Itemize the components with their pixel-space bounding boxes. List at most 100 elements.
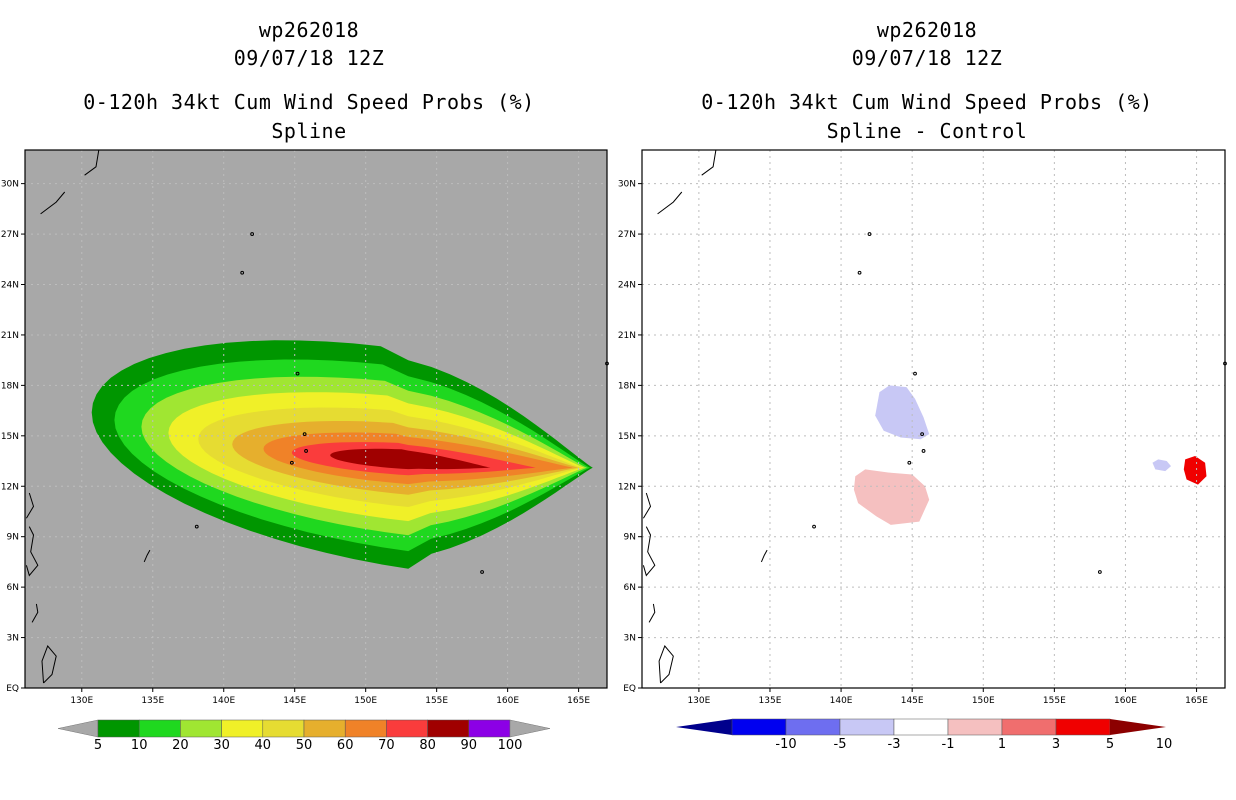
colorbar-label: 1	[998, 737, 1006, 752]
colorbar-swatch	[893, 718, 949, 736]
y-tick-label: 12N	[1, 482, 19, 492]
x-tick-label: 155E	[1043, 696, 1066, 706]
island	[304, 449, 308, 453]
colorbar-swatch	[262, 719, 305, 738]
y-tick-label: 27N	[618, 230, 636, 240]
island	[302, 432, 307, 437]
island	[921, 449, 926, 453]
spline-control-panel: wp262018 09/07/18 12Z 0-120h 34kt Cum Wi…	[618, 0, 1236, 800]
island	[867, 232, 872, 236]
y-tick-label: 30N	[1, 180, 19, 190]
x-tick-label: 135E	[141, 696, 164, 706]
y-tick-label: 6N	[624, 583, 636, 593]
difference-core	[1189, 462, 1201, 477]
island	[913, 371, 917, 376]
y-tick-label: 24N	[1, 281, 19, 291]
colorbar-label: 3	[1052, 737, 1060, 752]
island	[812, 524, 816, 529]
x-tick-label: 145E	[283, 696, 306, 706]
coastline	[642, 492, 652, 519]
product-title: 0-120h 34kt Cum Wind Speed Probs (%)	[701, 90, 1153, 114]
coastline	[84, 149, 100, 176]
y-tick-label: 9N	[624, 533, 636, 543]
subtitle: Spline	[271, 119, 347, 143]
colorbar-swatch	[839, 718, 895, 736]
colorbar-label: 5	[94, 738, 102, 753]
x-tick-label: 165E	[1185, 696, 1208, 706]
coastline	[143, 549, 151, 563]
product-title: 0-120h 34kt Cum Wind Speed Probs (%)	[83, 90, 535, 114]
spline-control-map: 130E 135E 140E 145E 150E 155E 160E 165E EQ 3N 6N 9N…	[618, 149, 1227, 752]
colorbar-swatch	[1055, 718, 1111, 736]
storm-id-title: wp262018	[876, 18, 978, 42]
island	[295, 371, 300, 376]
x-tick-label: 145E	[901, 696, 924, 706]
island	[857, 270, 862, 275]
y-tick-label: EQ	[623, 684, 636, 694]
x-tick-label: 150E	[354, 696, 377, 706]
x-tick-label: 130E	[70, 696, 93, 706]
y-tick-label: 18N	[1, 381, 19, 391]
colorbar-label: -1	[942, 737, 955, 752]
colorbar-swatch	[386, 719, 428, 738]
difference-contour	[875, 385, 930, 440]
coastline	[31, 603, 39, 623]
y-tick-label: 21N	[1, 331, 19, 341]
y-tick-label: 18N	[618, 381, 636, 391]
x-tick-label: 140E	[212, 696, 235, 706]
colorbar-swatch	[785, 718, 841, 736]
colorbar-swatch	[947, 718, 1003, 736]
island	[1097, 570, 1102, 574]
colorbar-swatch	[468, 719, 511, 738]
y-tick-label: 15N	[1, 432, 19, 442]
colorbar-label: 90	[461, 738, 478, 753]
coastline	[701, 149, 717, 176]
colorbar-label: -10	[775, 737, 796, 752]
x-tick-label: 165E	[567, 696, 590, 706]
probability-contour	[330, 448, 491, 470]
colorbar-swatch	[180, 719, 222, 738]
plot-frame	[641, 149, 1226, 689]
colorbar-swatch	[427, 719, 470, 738]
colorbar-label: 5	[1106, 737, 1114, 752]
y-tick-label: 3N	[624, 634, 636, 644]
date-title: 09/07/18 12Z	[851, 46, 1003, 70]
island	[907, 460, 912, 465]
y-tick-label: 12N	[618, 482, 636, 492]
coastline	[25, 526, 39, 577]
coastline	[648, 603, 656, 623]
spline-panel: wp262018 09/07/18 12Z 0-120h 34kt Cum Wi…	[1, 18, 609, 753]
coastline	[642, 526, 656, 577]
y-tick-label: 3N	[7, 634, 19, 644]
coastline	[41, 645, 57, 684]
x-tick-label: 160E	[496, 696, 519, 706]
colorbar-swatch	[303, 719, 346, 738]
colorbar-swatch	[97, 719, 140, 738]
colorbar-label: 30	[213, 738, 230, 753]
colorbar-arrow-high	[509, 719, 551, 738]
y-tick-label: 9N	[7, 533, 19, 543]
colorbar-label: 50	[296, 738, 313, 753]
difference-contour	[1152, 459, 1171, 472]
plot-frame	[24, 149, 608, 689]
colorbar-label: -5	[834, 737, 847, 752]
x-tick-label: 130E	[687, 696, 710, 706]
y-tick-label: EQ	[6, 684, 19, 694]
colorbar-swatch	[1001, 718, 1057, 736]
y-tick-label: 27N	[1, 230, 19, 240]
colorbar-label: 10	[1156, 737, 1173, 752]
y-tick-label: 15N	[618, 432, 636, 442]
colorbar-arrow-low	[57, 719, 99, 738]
colorbar-swatch	[138, 719, 181, 738]
colorbar-swatch	[221, 719, 264, 738]
coastline	[657, 191, 683, 215]
colorbar-label: 100	[498, 738, 523, 753]
island	[194, 524, 199, 529]
y-tick-label: 6N	[7, 583, 19, 593]
colorbar-arrow-high	[1110, 719, 1166, 735]
colorbar-label: 40	[255, 738, 272, 753]
y-tick-label: 24N	[618, 281, 636, 291]
colorbar-swatch	[731, 718, 787, 736]
y-tick-label: 30N	[618, 180, 636, 190]
spline-map: 130E 135E 140E 145E 150E 155E 160E 165E EQ 3N 6N 9N…	[1, 149, 609, 753]
